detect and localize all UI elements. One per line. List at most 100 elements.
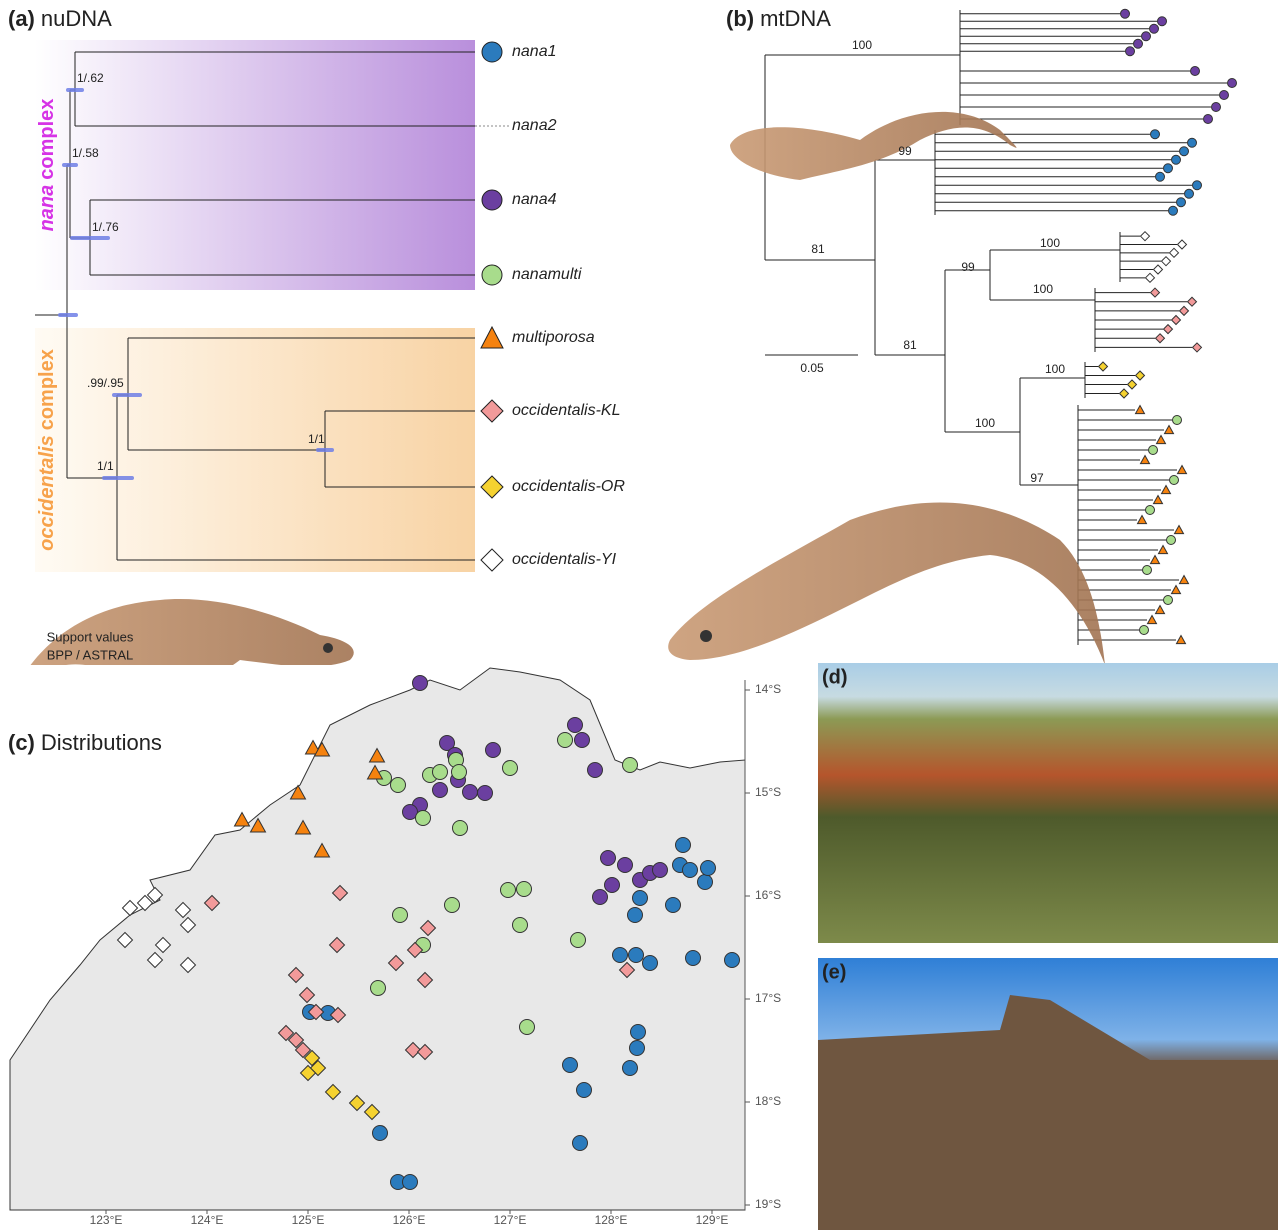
point xyxy=(1136,406,1145,414)
tip-label: nana1 xyxy=(512,43,557,60)
point xyxy=(1136,371,1145,380)
point xyxy=(1156,172,1165,181)
clade-label: occidentaliscomplex xyxy=(36,349,58,551)
point xyxy=(676,838,691,853)
point xyxy=(725,953,740,968)
point xyxy=(1143,566,1152,575)
point xyxy=(1170,248,1179,257)
point xyxy=(588,763,603,778)
point xyxy=(629,948,644,963)
point xyxy=(520,1020,535,1035)
point xyxy=(1141,232,1150,241)
point xyxy=(1159,546,1168,554)
point xyxy=(1140,626,1149,635)
support-value: 81 xyxy=(811,242,825,256)
point xyxy=(1165,426,1174,434)
tip-symbols xyxy=(481,42,503,571)
lat-tick-label: 14°S xyxy=(755,682,781,696)
point xyxy=(643,956,658,971)
support-value: 100 xyxy=(1033,282,1053,296)
gecko-photo xyxy=(668,503,1105,665)
lon-tick-label: 125°E xyxy=(292,1213,325,1227)
clade-name: nana xyxy=(36,185,58,232)
point xyxy=(698,875,713,890)
lon-tick-label: 123°E xyxy=(90,1213,123,1227)
point xyxy=(605,878,620,893)
point xyxy=(478,786,493,801)
point xyxy=(1164,325,1173,334)
point xyxy=(1120,389,1129,398)
point xyxy=(416,811,431,826)
point xyxy=(1148,616,1157,624)
support-value: 99 xyxy=(961,260,975,274)
panel-title: Distributions xyxy=(41,730,162,755)
point xyxy=(628,908,643,923)
point xyxy=(393,908,408,923)
point xyxy=(403,1175,418,1190)
point xyxy=(517,882,532,897)
lon-tick-label: 128°E xyxy=(595,1213,628,1227)
point xyxy=(501,883,516,898)
point xyxy=(1193,181,1202,190)
point xyxy=(1151,556,1160,564)
landscape-photo xyxy=(818,663,1278,943)
point xyxy=(453,821,468,836)
tip-label: multiporosa xyxy=(512,329,595,346)
panel-letter: (b) xyxy=(726,6,754,31)
point xyxy=(683,863,698,878)
tip-label: nana4 xyxy=(512,191,557,208)
point xyxy=(601,851,616,866)
support-value: 1/.76 xyxy=(92,220,119,234)
point xyxy=(1151,130,1160,139)
support-value: 97 xyxy=(1030,471,1044,485)
panel-label: (c)Distributions xyxy=(8,730,162,755)
point xyxy=(1154,265,1163,274)
tip-label: nana2 xyxy=(512,117,557,134)
point xyxy=(575,733,590,748)
point xyxy=(1149,446,1158,455)
panel-b: (b)mtDNA 100 99 81 99 100 100 81 100 100… xyxy=(668,6,1227,665)
point xyxy=(1138,516,1147,524)
tip-label: occidentalis-OR xyxy=(512,478,625,495)
point xyxy=(618,858,633,873)
point xyxy=(1099,362,1108,371)
lon-tick-label: 124°E xyxy=(191,1213,224,1227)
point xyxy=(1156,606,1165,614)
support-value: 100 xyxy=(852,38,872,52)
panel-c: (c)Distributions 14°S15°S16°S17°S18°S19°… xyxy=(8,665,781,1227)
support-value: 100 xyxy=(975,416,995,430)
point xyxy=(1212,103,1221,112)
point xyxy=(1173,416,1182,425)
point xyxy=(391,778,406,793)
point xyxy=(1158,17,1167,26)
point xyxy=(1188,138,1197,147)
point xyxy=(1164,596,1173,605)
point xyxy=(413,676,428,691)
point xyxy=(666,898,681,913)
point xyxy=(433,783,448,798)
point xyxy=(1156,334,1165,343)
lon-tick-label: 126°E xyxy=(393,1213,426,1227)
point xyxy=(1162,257,1171,266)
point xyxy=(1126,47,1135,56)
point xyxy=(593,890,608,905)
point xyxy=(1193,343,1202,352)
point xyxy=(623,758,638,773)
panel-letter: (c) xyxy=(8,730,35,755)
point xyxy=(1157,436,1166,444)
support-value: 81 xyxy=(903,338,917,352)
point xyxy=(568,718,583,733)
clade-word: complex xyxy=(36,99,58,180)
point xyxy=(1146,506,1155,515)
support-value: 100 xyxy=(1040,236,1060,250)
point xyxy=(577,1083,592,1098)
lat-tick-label: 18°S xyxy=(755,1094,781,1108)
point xyxy=(1151,288,1160,297)
point xyxy=(1162,486,1171,494)
point xyxy=(1180,576,1189,584)
support-value: 1/.58 xyxy=(72,146,99,160)
point xyxy=(1172,155,1181,164)
support-value: 100 xyxy=(1045,362,1065,376)
point xyxy=(573,1136,588,1151)
point xyxy=(633,891,648,906)
